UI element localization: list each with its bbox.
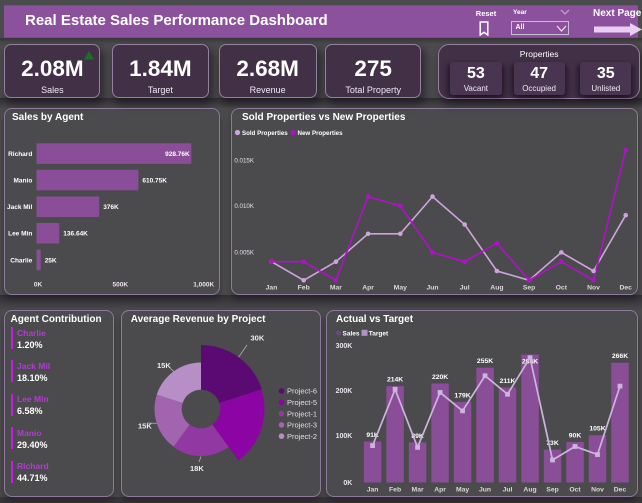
svg-text:Sep: Sep [523, 284, 535, 291]
svg-text:Feb: Feb [389, 486, 401, 493]
svg-text:Project-1: Project-1 [287, 409, 317, 418]
svg-text:0.005K: 0.005K [234, 250, 254, 257]
svg-text:25K: 25K [45, 257, 57, 264]
svg-text:Mar: Mar [330, 284, 342, 291]
svg-text:610.75K: 610.75K [142, 178, 167, 185]
svg-text:928.76K: 928.76K [165, 151, 190, 158]
svg-text:0K: 0K [343, 480, 352, 487]
svg-text:73K: 73K [546, 440, 559, 447]
svg-text:Project-2: Project-2 [287, 432, 317, 441]
svg-text:Apr: Apr [434, 486, 446, 493]
svg-text:Jul: Jul [460, 284, 470, 291]
svg-text:Dec: Dec [619, 284, 632, 291]
svg-text:Nov: Nov [587, 284, 600, 291]
svg-text:Sep: Sep [546, 486, 558, 493]
svg-text:May: May [456, 486, 469, 493]
svg-text:100K: 100K [336, 433, 353, 440]
svg-text:266K: 266K [612, 353, 628, 360]
svg-text:Sold Properties: Sold Properties [242, 130, 288, 137]
svg-text:Target: Target [369, 331, 389, 338]
svg-text:300K: 300K [336, 343, 353, 350]
svg-text:Apr: Apr [362, 284, 374, 291]
svg-text:179K: 179K [454, 392, 470, 399]
svg-text:284K: 284K [522, 359, 538, 366]
svg-text:91K: 91K [366, 432, 379, 439]
svg-text:220K: 220K [432, 374, 448, 381]
svg-text:Dec: Dec [614, 486, 627, 493]
svg-text:Jack Mil: Jack Mil [7, 204, 32, 211]
svg-text:105K: 105K [589, 426, 605, 433]
svg-text:Charlie: Charlie [10, 257, 32, 264]
svg-text:0K: 0K [34, 282, 43, 289]
svg-text:90K: 90K [569, 432, 582, 439]
svg-text:Oct: Oct [569, 486, 581, 493]
svg-text:89K: 89K [411, 433, 424, 440]
svg-text:Manio: Manio [14, 178, 33, 185]
svg-text:376K: 376K [103, 204, 119, 211]
svg-text:0.010K: 0.010K [234, 203, 254, 210]
svg-text:0.015K: 0.015K [234, 157, 254, 164]
svg-text:Project-5: Project-5 [287, 398, 317, 407]
svg-text:Project-6: Project-6 [287, 387, 317, 396]
svg-text:Jan: Jan [367, 486, 379, 493]
svg-text:Jan: Jan [266, 284, 278, 291]
svg-text:Jun: Jun [479, 486, 491, 493]
svg-text:Aug: Aug [523, 486, 536, 493]
svg-text:200K: 200K [336, 388, 353, 395]
svg-text:Lee Min: Lee Min [8, 231, 32, 238]
svg-text:Jun: Jun [426, 284, 438, 291]
svg-text:1,000K: 1,000K [193, 282, 214, 289]
svg-text:500K: 500K [113, 282, 129, 289]
svg-text:Richard: Richard [8, 151, 32, 158]
svg-text:15K: 15K [157, 361, 171, 370]
svg-text:Project-3: Project-3 [287, 421, 317, 430]
svg-text:New Properties: New Properties [298, 130, 344, 137]
svg-text:Jul: Jul [503, 486, 513, 493]
svg-text:Nov: Nov [591, 486, 604, 493]
svg-text:Feb: Feb [298, 284, 310, 291]
svg-text:30K: 30K [251, 334, 265, 343]
svg-text:18K: 18K [190, 464, 204, 473]
svg-text:136.64K: 136.64K [63, 231, 88, 238]
svg-text:Mar: Mar [412, 486, 424, 493]
svg-text:Oct: Oct [556, 284, 568, 291]
svg-text:211K: 211K [500, 378, 516, 385]
svg-text:15K: 15K [138, 422, 152, 431]
svg-text:May: May [394, 284, 407, 291]
svg-text:Sales: Sales [343, 331, 360, 338]
svg-text:Aug: Aug [490, 284, 503, 291]
svg-text:214K: 214K [387, 377, 403, 384]
svg-text:255K: 255K [477, 358, 493, 365]
